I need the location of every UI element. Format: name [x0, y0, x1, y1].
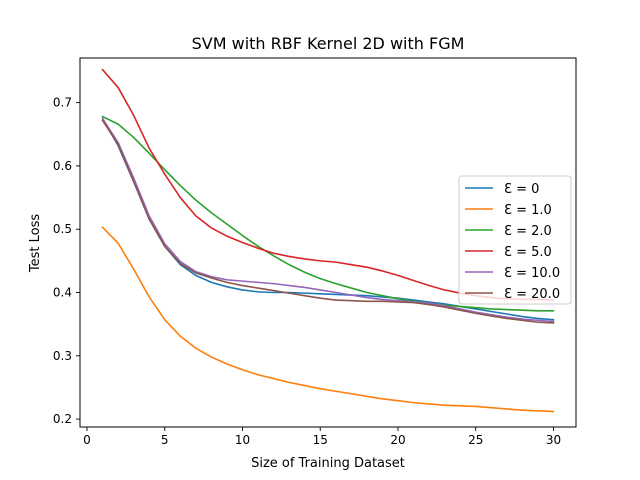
plot-area-frame — [79, 57, 577, 428]
legend-label-2: Ɛ = 2.0 — [504, 224, 552, 239]
legend-label-4: Ɛ = 10.0 — [504, 266, 560, 281]
x-axis-ticks: 0 5 10 15 20 25 30 — [83, 427, 561, 447]
y-tick-label-5: 0.7 — [53, 96, 72, 110]
chart-title: SVM with RBF Kernel 2D with FGM — [192, 34, 465, 53]
x-tick-label-1: 5 — [161, 433, 169, 447]
legend-label-5: Ɛ = 20.0 — [504, 287, 560, 302]
legend-label-0: Ɛ = 0 — [504, 182, 539, 197]
y-axis-ticks: 0.2 0.3 0.4 0.5 0.6 0.7 — [53, 96, 80, 426]
legend-label-3: Ɛ = 5.0 — [504, 245, 552, 260]
series-line-1 — [101, 226, 555, 413]
y-tick-label-2: 0.4 — [53, 286, 72, 300]
x-tick-label-6: 30 — [546, 433, 561, 447]
x-axis-label: Size of Training Dataset — [251, 456, 405, 471]
x-tick-label-4: 20 — [390, 433, 405, 447]
series-line-5 — [101, 119, 555, 324]
x-tick-label-5: 25 — [468, 433, 483, 447]
series-layer — [101, 68, 555, 413]
x-tick-label-2: 10 — [235, 433, 250, 447]
y-tick-label-1: 0.3 — [53, 349, 72, 363]
series-line-2 — [101, 115, 555, 312]
series-line-4 — [101, 117, 555, 323]
x-tick-label-0: 0 — [83, 433, 91, 447]
legend-label-1: Ɛ = 1.0 — [504, 203, 552, 218]
legend: Ɛ = 0 Ɛ = 1.0 Ɛ = 2.0 Ɛ = 5.0 Ɛ = 10.0 Ɛ = 20… — [458, 175, 572, 305]
y-axis-label: Test Loss — [28, 214, 43, 273]
y-tick-label-3: 0.5 — [53, 222, 72, 236]
y-tick-label-0: 0.2 — [53, 412, 72, 426]
legend-entries: Ɛ = 0 Ɛ = 1.0 Ɛ = 2.0 Ɛ = 5.0 Ɛ = 10.0 Ɛ = 20… — [465, 182, 560, 302]
y-tick-label-4: 0.6 — [53, 159, 72, 173]
x-tick-label-3: 15 — [313, 433, 328, 447]
